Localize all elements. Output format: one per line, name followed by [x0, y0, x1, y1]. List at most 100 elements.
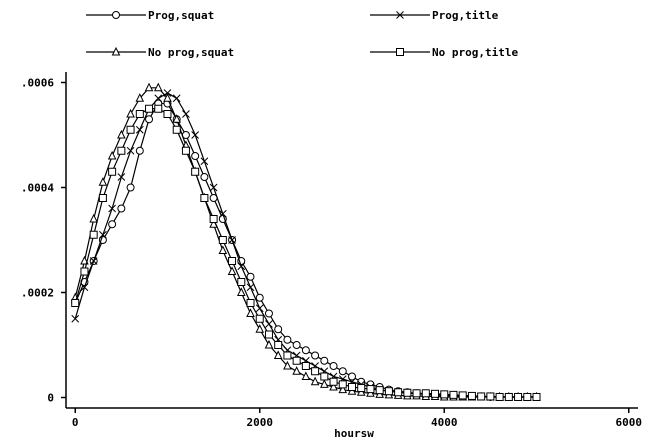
data-point — [413, 390, 420, 397]
y-tick-label: 0 — [47, 392, 54, 405]
data-point — [450, 391, 457, 398]
data-point — [293, 342, 300, 349]
x-tick-label: 4000 — [431, 416, 458, 429]
data-point — [229, 258, 236, 265]
legend-entry: Prog,squat — [86, 9, 214, 22]
data-point — [293, 357, 300, 364]
legend: Prog,squat Prog,title No prog,squat No prog… — [86, 9, 518, 59]
data-point — [109, 152, 116, 159]
series-layer — [72, 84, 540, 401]
data-point — [404, 389, 411, 396]
data-point — [99, 178, 106, 185]
data-point — [487, 393, 494, 400]
data-point — [182, 147, 189, 154]
data-point — [192, 132, 199, 139]
data-point — [302, 347, 309, 354]
data-point — [496, 393, 503, 400]
data-point — [330, 378, 337, 385]
data-point — [72, 315, 79, 322]
data-point — [229, 268, 236, 275]
data-point — [182, 111, 189, 118]
data-point — [265, 331, 272, 338]
data-point — [99, 195, 106, 202]
data-point — [275, 326, 282, 333]
data-point — [146, 105, 153, 112]
data-point — [505, 393, 512, 400]
data-point — [127, 147, 134, 154]
data-point — [247, 284, 254, 291]
x-tick-label: 0 — [72, 416, 79, 429]
data-point — [321, 357, 328, 364]
data-point — [459, 392, 466, 399]
data-point — [302, 363, 309, 370]
data-point — [339, 381, 346, 388]
data-point — [201, 195, 208, 202]
data-point — [192, 168, 199, 175]
data-point — [219, 247, 226, 254]
data-point — [312, 352, 319, 359]
y-tick-label: .0002 — [21, 287, 54, 300]
data-point — [118, 147, 125, 154]
data-point — [118, 131, 125, 138]
data-point — [219, 237, 226, 244]
y-tick-label: .0006 — [21, 77, 54, 90]
data-point — [284, 336, 291, 343]
data-point — [127, 110, 134, 117]
data-point — [275, 342, 282, 349]
data-point — [524, 393, 531, 400]
legend-marker — [397, 49, 404, 56]
data-point — [90, 215, 97, 222]
data-point — [376, 387, 383, 394]
data-point — [312, 368, 319, 375]
data-point — [136, 147, 143, 154]
legend-label: Prog,squat — [148, 9, 214, 22]
legend-entry: No prog,title — [370, 46, 518, 59]
data-point — [247, 310, 254, 317]
x-tick-label: 6000 — [616, 416, 643, 429]
data-point — [192, 153, 199, 160]
data-point — [302, 373, 309, 380]
data-point — [441, 391, 448, 398]
data-point — [265, 341, 272, 348]
data-point — [155, 105, 162, 112]
data-point — [173, 126, 180, 133]
data-point — [367, 386, 374, 393]
data-point — [72, 300, 79, 307]
data-point — [330, 363, 337, 370]
data-point — [339, 368, 346, 375]
data-point — [468, 392, 475, 399]
data-point — [358, 385, 365, 392]
data-point — [90, 231, 97, 238]
data-point — [312, 378, 319, 385]
data-point — [422, 390, 429, 397]
data-point — [256, 315, 263, 322]
x-tick-label: 2000 — [246, 416, 273, 429]
data-point — [265, 310, 272, 317]
data-point — [210, 216, 217, 223]
data-point — [118, 205, 125, 212]
data-point — [81, 268, 88, 275]
data-point — [201, 174, 208, 181]
data-point — [284, 352, 291, 359]
data-point — [349, 384, 356, 391]
data-point — [164, 111, 171, 118]
legend-label: No prog,title — [432, 46, 518, 59]
data-point — [515, 393, 522, 400]
legend-entry: No prog,squat — [86, 46, 234, 59]
data-point — [118, 174, 125, 181]
data-point — [136, 111, 143, 118]
data-point — [127, 184, 134, 191]
x-axis-label: hoursw — [334, 427, 374, 440]
data-point — [293, 367, 300, 374]
legend-label: Prog,title — [432, 9, 499, 22]
data-point — [256, 294, 263, 301]
data-point — [238, 289, 245, 296]
data-point — [265, 321, 272, 328]
legend-entry: Prog,title — [370, 9, 499, 22]
data-point — [395, 389, 402, 396]
data-point — [109, 221, 116, 228]
data-point — [109, 168, 116, 175]
data-point — [201, 158, 208, 165]
data-point — [247, 300, 254, 307]
